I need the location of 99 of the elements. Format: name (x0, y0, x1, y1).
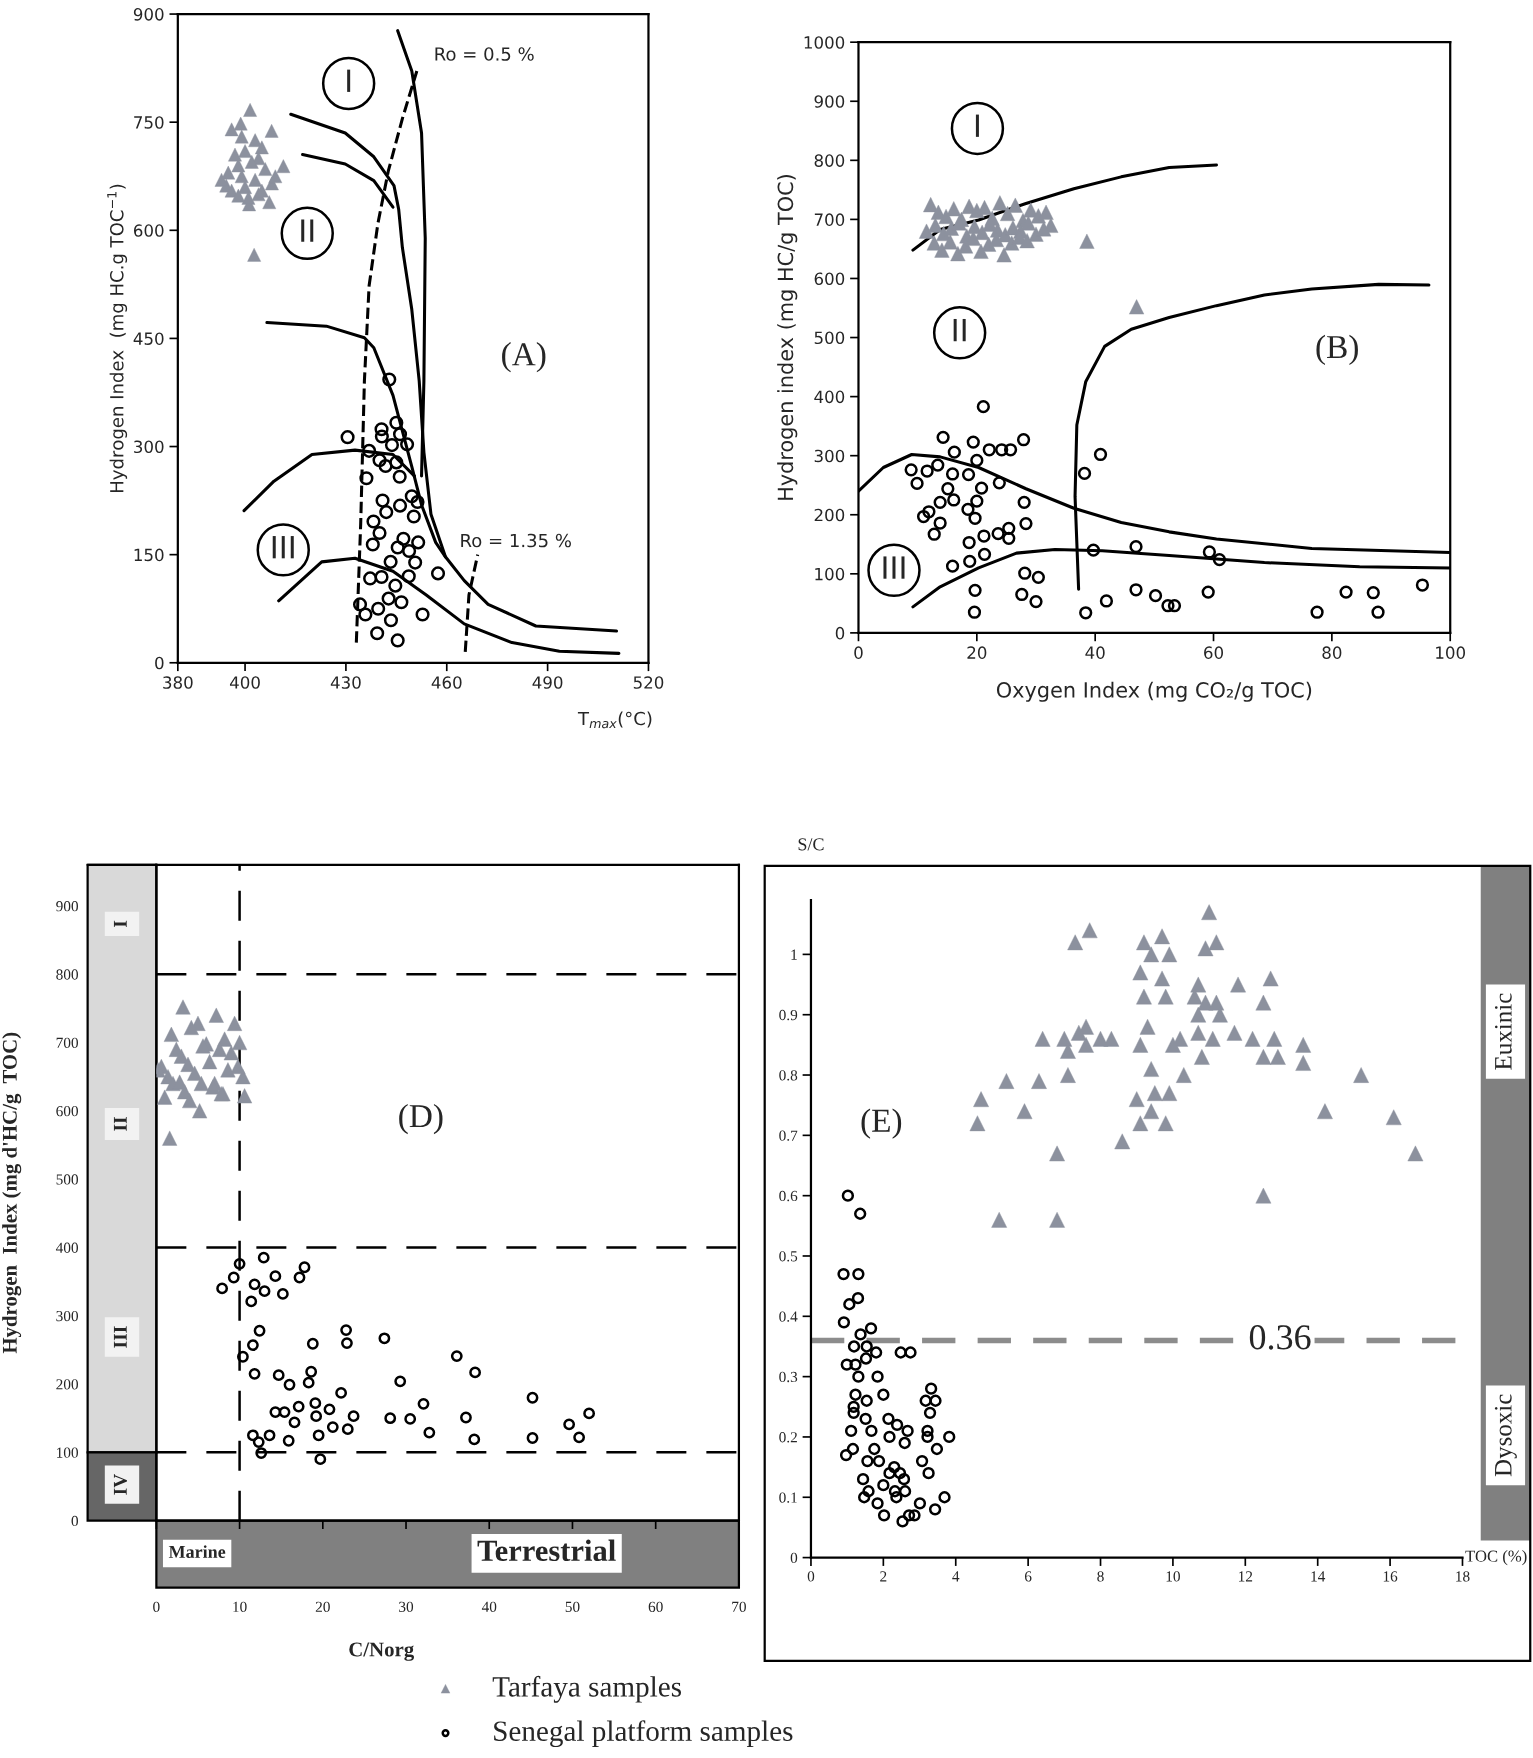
y-tick-label: 0 (835, 626, 845, 640)
x-tick-label: 20 (967, 646, 987, 659)
annotation: II (953, 318, 966, 342)
text: II (113, 1117, 127, 1131)
text: I (113, 920, 127, 928)
y-tick-label: 900 (814, 95, 845, 108)
annotation: (D) (399, 1103, 443, 1135)
x-tick-label: 100 (1436, 646, 1466, 659)
y-tick-label: 700 (814, 213, 845, 226)
text: Marine (168, 1545, 226, 1558)
annotation: III (883, 556, 905, 579)
y-tick-label: 800 (814, 154, 845, 167)
x-tick-label: 4 (952, 1571, 960, 1582)
y-tick-label: 150 (134, 548, 164, 562)
annotation: (A) (502, 342, 546, 373)
x-tick-label: 30 (399, 1601, 414, 1612)
y-tick-label: 600 (814, 272, 845, 286)
x-tick-label: 460 (431, 676, 462, 689)
y-tick-label: 0.3 (779, 1371, 798, 1383)
y-tick-label: 200 (814, 508, 845, 522)
legend-label: Senegal platform samples (494, 1720, 793, 1748)
x-tick-label: 16 (1383, 1571, 1398, 1582)
y-axis-title: Hydrogen Index (mg HC.g TOC$^{−1}$) (107, 184, 128, 493)
y-tick-label: 0.9 (779, 1009, 798, 1021)
text: Terrestrial (477, 1539, 616, 1562)
x-tick-label: 520 (633, 676, 664, 689)
y-tick-label: 200 (56, 1379, 79, 1390)
x-tick-label: 380 (163, 676, 193, 689)
x-axis-title: TOC (%) (1465, 1550, 1527, 1566)
x-axis-title: C/Norg (349, 1642, 414, 1661)
x-axis-title: T$_{max}$(°C) (577, 711, 652, 729)
y-tick-label: 900 (56, 901, 79, 912)
y-tick-label: 0.4 (779, 1311, 798, 1322)
x-tick-label: 400 (229, 676, 260, 689)
y-tick-label: 300 (814, 449, 845, 463)
annotation: Ro = 1.35 % (461, 533, 571, 548)
y-tick-label: 450 (133, 332, 164, 345)
x-tick-label: 70 (732, 1601, 746, 1612)
y-tick-label: 0.8 (779, 1070, 798, 1081)
x-tick-label: 490 (532, 676, 563, 689)
y-axis-title: Hydrogen Index (mg d'HC/g TOC) (2, 1032, 22, 1354)
x-tick-label: 2 (880, 1571, 887, 1582)
y-tick-label: 0 (790, 1552, 798, 1564)
y-tick-label: 300 (134, 440, 164, 454)
x-tick-label: 430 (330, 676, 361, 689)
x-tick-label: 10 (1166, 1571, 1180, 1582)
annotation: (B) (1316, 334, 1358, 366)
x-tick-label: 60 (1204, 646, 1224, 659)
text: IV (113, 1474, 127, 1495)
y-tick-label: 600 (56, 1105, 79, 1117)
x-tick-label: 14 (1311, 1571, 1326, 1582)
text: Dysoxic (1494, 1394, 1517, 1477)
y-tick-label: 0.6 (779, 1190, 798, 1202)
y-axis-title: Hydrogen index (mg HC/g TOC) (777, 174, 798, 500)
y-tick-label: 1 (791, 949, 797, 960)
x-tick-label: 40 (481, 1601, 497, 1612)
y-tick-label: 400 (55, 1242, 79, 1253)
y-tick-label: 300 (56, 1310, 79, 1322)
y-tick-label: 0 (71, 1515, 79, 1527)
y-tick-label: 0.1 (779, 1492, 797, 1503)
x-tick-label: 0 (807, 1571, 815, 1582)
annotation: I (347, 69, 351, 92)
y-tick-label: 500 (56, 1174, 79, 1185)
x-tick-label: 12 (1239, 1571, 1253, 1582)
legend-label: Tarfaya samples (492, 1675, 681, 1703)
annotation: II (301, 219, 314, 242)
x-tick-label: 80 (1322, 646, 1342, 659)
y-tick-label: 0.5 (779, 1251, 798, 1262)
text: Euxinic (1494, 993, 1512, 1070)
y-tick-label: 0 (155, 656, 164, 670)
y-tick-label: 0.2 (779, 1432, 797, 1443)
y-tick-label: 500 (814, 331, 845, 345)
x-tick-label: 10 (233, 1601, 247, 1612)
x-tick-label: 20 (315, 1601, 330, 1612)
y-tick-label: 1000 (804, 36, 845, 49)
y-tick-label: 0.7 (779, 1130, 798, 1141)
y-tick-label: 100 (815, 567, 845, 581)
ref-line-label: 0.36 (1249, 1325, 1311, 1350)
y-tick-label: 400 (814, 390, 845, 404)
y-tick-label: 600 (133, 224, 164, 237)
annotation: (E) (861, 1108, 902, 1139)
y-axis-title: S/C (798, 838, 824, 851)
x-tick-label: 40 (1085, 646, 1105, 659)
x-tick-label: 6 (1024, 1571, 1032, 1582)
y-tick-label: 700 (56, 1037, 79, 1048)
annotation: I (975, 114, 979, 137)
y-tick-label: 900 (133, 8, 164, 21)
annotation: III (272, 536, 294, 559)
y-tick-label: 100 (57, 1447, 79, 1458)
x-tick-label: 0 (854, 646, 863, 659)
y-tick-label: 800 (56, 969, 79, 980)
annotation: Ro = 0.5 % (435, 47, 534, 61)
x-tick-label: 50 (565, 1601, 580, 1612)
x-tick-label: 8 (1097, 1571, 1104, 1582)
y-tick-label: 750 (134, 116, 164, 129)
x-axis-title: Oxygen Index (mg CO₂/g TOC) (996, 681, 1312, 702)
x-tick-label: 18 (1456, 1571, 1470, 1582)
x-tick-label: 60 (648, 1601, 663, 1612)
text: III (113, 1326, 127, 1348)
